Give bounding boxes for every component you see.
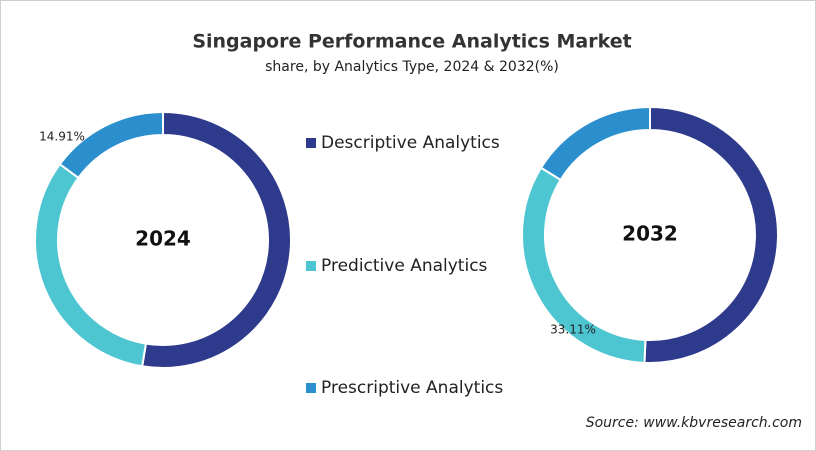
legend-label: Prescriptive Analytics [321,378,503,398]
legend-swatch [306,261,316,271]
legend-label: Descriptive Analytics [321,133,500,153]
donut-center-label: 2024 [135,227,191,251]
legend-swatch [306,138,316,148]
chart-subtitle: share, by Analytics Type, 2024 & 2032(%) [265,59,559,75]
donut-segment [539,105,651,182]
legend-swatch [306,383,316,393]
data-label: 14.91% [39,130,85,144]
source: Source: www.kbvresearch.com [586,415,802,431]
legend-label: Predictive Analytics [321,256,488,276]
chart-title: Singapore Performance Analytics Market [192,31,631,53]
donut-segment [58,110,164,180]
donut-center-label: 2032 [622,222,678,246]
data-label: 33.11% [550,323,596,337]
